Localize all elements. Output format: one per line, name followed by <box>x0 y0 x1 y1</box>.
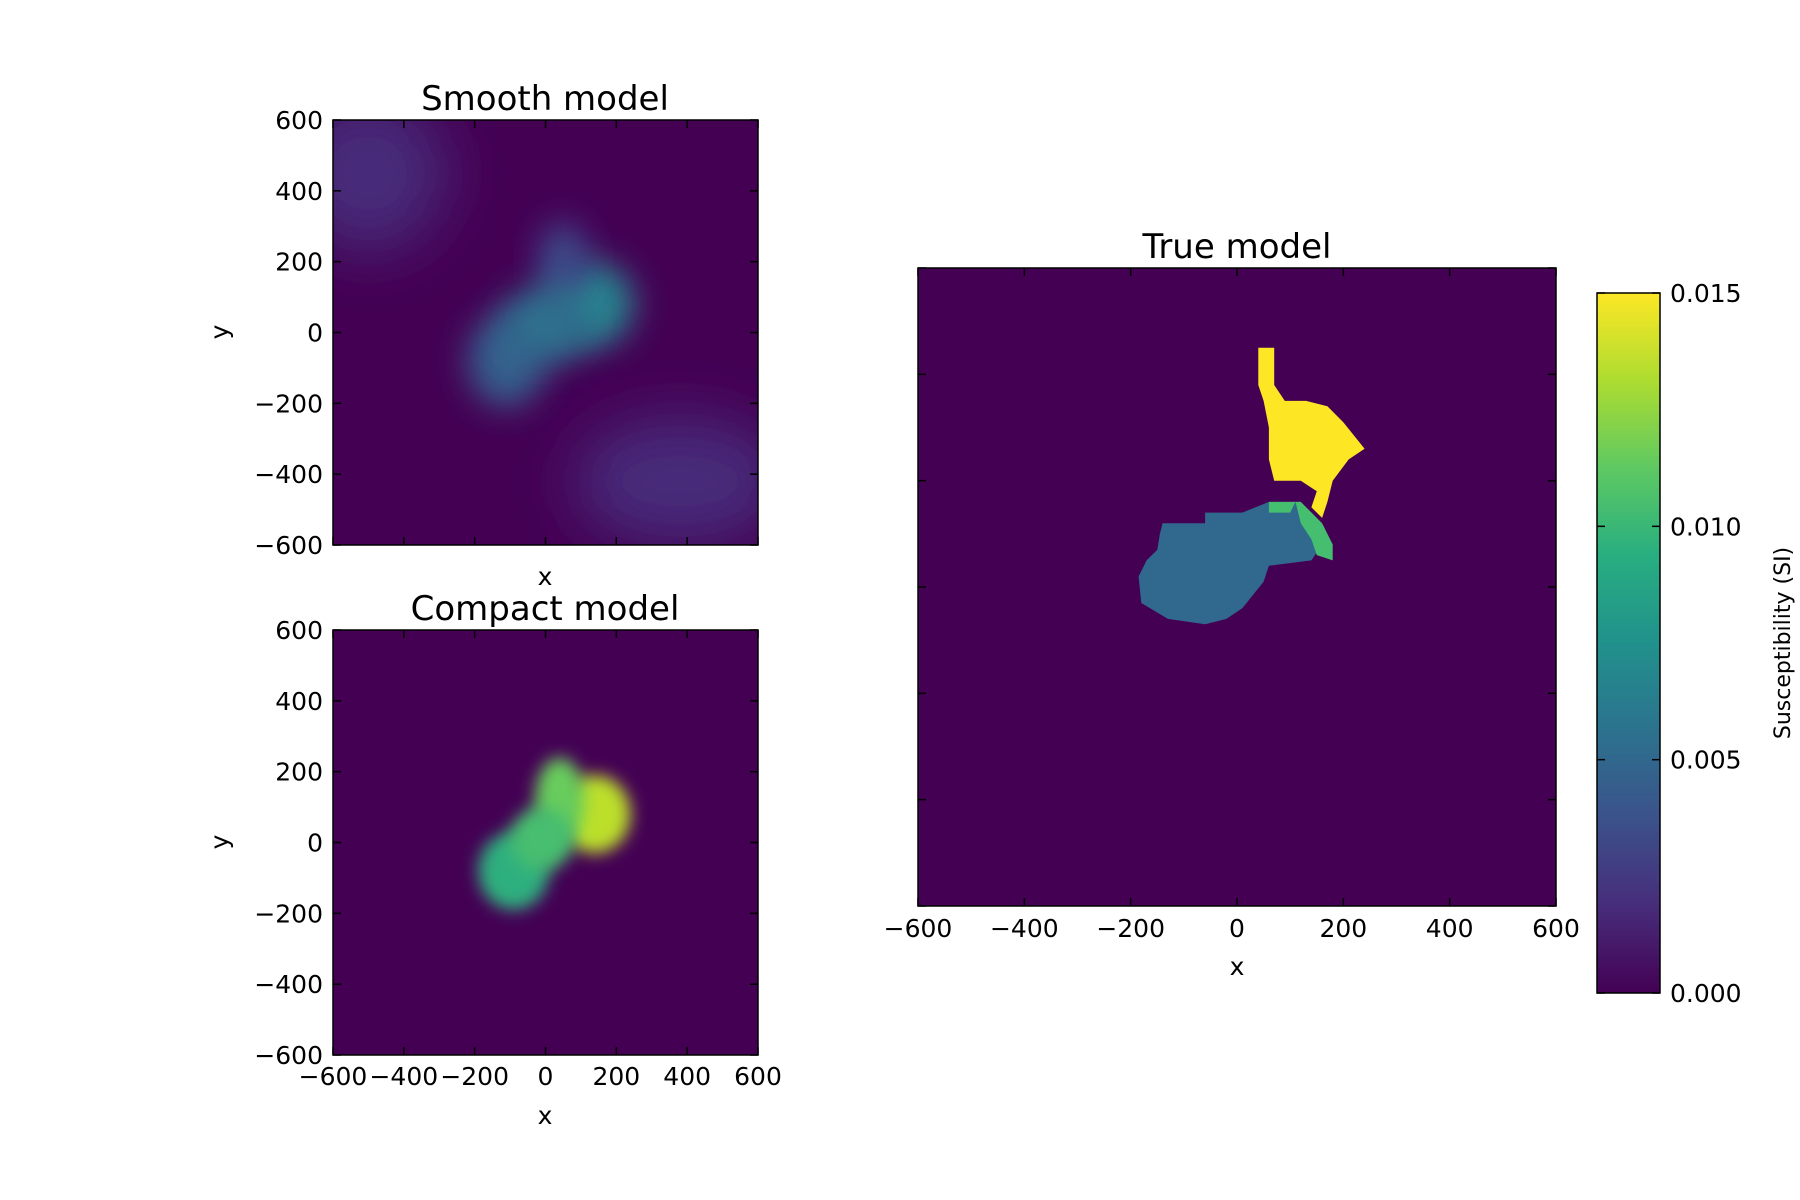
y-tick-label: −200 <box>254 389 323 418</box>
anomaly-blob <box>499 286 592 365</box>
colorbar-tick-label: 0.005 <box>1670 746 1742 775</box>
true-model-image <box>1138 347 1365 625</box>
x-tick-label: 600 <box>1532 914 1580 943</box>
x-tick-label: −200 <box>1096 914 1165 943</box>
y-tick-label: 200 <box>275 248 323 277</box>
compact-model-x-axis: −600 −400 −200 0 200 400 600 <box>299 630 782 1091</box>
x-tick-label: 400 <box>663 1062 711 1091</box>
compact-model-y-label: y <box>205 834 234 849</box>
colorbar-tick-label: 0.000 <box>1670 979 1742 1008</box>
smooth-model-y-label: y <box>205 324 234 339</box>
y-tick-label: −400 <box>254 970 323 999</box>
y-tick-label: 200 <box>275 758 323 787</box>
x-tick-label: 600 <box>734 1062 782 1091</box>
colorbar-tick-label: 0.015 <box>1670 279 1742 308</box>
colorbar-label: Susceptibility (SI) <box>1771 547 1796 739</box>
model-body <box>1268 501 1333 561</box>
x-tick-label: 0 <box>538 1062 554 1091</box>
true-model-title: True model <box>1142 227 1332 267</box>
background-haze <box>333 120 447 252</box>
true-model-x-axis: −600 −400 −200 0 200 400 600 <box>884 267 1580 943</box>
colorbar-tick-label: 0.010 <box>1670 512 1742 541</box>
compact-model-image <box>478 757 631 910</box>
smooth-model-panel: Smooth model 600 400 200 0 −200 −400 −600 x y <box>205 79 759 591</box>
model-body <box>1258 347 1365 518</box>
x-tick-label: −400 <box>990 914 1059 943</box>
y-tick-label: 600 <box>275 106 323 135</box>
smooth-model-y-axis: 600 400 200 0 −200 −400 −600 <box>254 106 759 560</box>
y-tick-label: 0 <box>307 319 323 348</box>
true-model-x-label: x <box>1230 952 1245 981</box>
x-tick-label: 200 <box>592 1062 640 1091</box>
x-tick-label: 0 <box>1229 914 1245 943</box>
smooth-model-title: Smooth model <box>421 79 669 119</box>
x-tick-label: −600 <box>299 1062 368 1091</box>
compact-model-title: Compact model <box>411 589 680 629</box>
background-haze <box>573 417 758 545</box>
y-tick-label: 600 <box>275 616 323 645</box>
true-model-panel: True model −600 −400 −200 0 200 400 600 x <box>884 227 1580 981</box>
y-tick-label: 400 <box>275 687 323 716</box>
x-tick-label: 200 <box>1319 914 1367 943</box>
smooth-model-x-label: x <box>538 562 553 591</box>
colorbar: 0.000 0.005 0.010 0.015 Susceptibility (SI) <box>1596 279 1796 1008</box>
colorbar-gradient <box>1596 292 1661 994</box>
x-tick-label: 400 <box>1426 914 1474 943</box>
anomaly-blob <box>538 222 588 301</box>
x-tick-label: −200 <box>440 1062 509 1091</box>
smooth-model-image <box>333 120 758 545</box>
colorbar-axis: 0.000 0.005 0.010 0.015 <box>1597 279 1742 1008</box>
compact-model-y-axis: 600 400 200 0 −200 −400 −600 <box>254 616 758 1070</box>
compact-model-x-label: x <box>538 1101 553 1130</box>
y-tick-label: 400 <box>275 177 323 206</box>
anomaly-blob <box>510 807 574 871</box>
y-tick-label: −600 <box>254 1041 323 1070</box>
y-tick-label: −200 <box>254 899 323 928</box>
model-body <box>1138 501 1323 625</box>
y-tick-label: −600 <box>254 531 323 560</box>
y-tick-label: 0 <box>307 829 323 858</box>
y-tick-label: −400 <box>254 460 323 489</box>
x-tick-label: −600 <box>884 914 953 943</box>
x-tick-label: −400 <box>369 1062 438 1091</box>
